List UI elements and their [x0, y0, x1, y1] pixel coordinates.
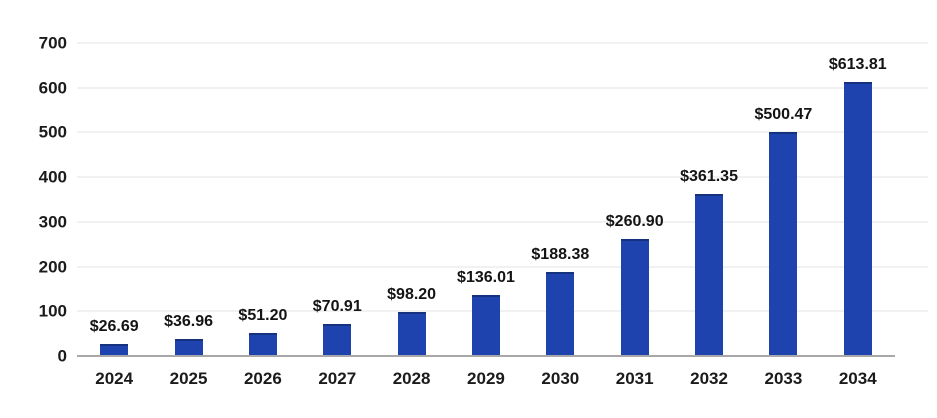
- bar-column: $36.96 2025: [151, 43, 225, 387]
- y-tick-label: 200: [38, 257, 67, 277]
- value-label: $51.20: [238, 307, 288, 325]
- bar-column: $51.20 2026: [226, 43, 300, 387]
- gridline: [77, 131, 928, 134]
- value-label: $361.35: [680, 168, 738, 186]
- value-label: $70.91: [312, 298, 362, 316]
- bar-column: $136.01 2029: [449, 43, 523, 387]
- year-label: 2028: [392, 369, 431, 388]
- bar-column: $188.38 2030: [523, 43, 597, 387]
- year-label: 2031: [615, 369, 654, 388]
- year-label: 2032: [690, 369, 728, 388]
- gridline: [77, 265, 928, 268]
- year-label: 2029: [467, 369, 505, 388]
- year-label: 2033: [764, 369, 803, 388]
- bar-column: $70.91 2027: [300, 43, 374, 387]
- y-tick-label: 0: [57, 346, 67, 366]
- bar: [695, 194, 724, 356]
- bar: [100, 344, 129, 356]
- gridline: [77, 220, 928, 223]
- bar: [620, 239, 649, 356]
- y-tick-label: 500: [38, 122, 67, 142]
- year-label: 2026: [243, 369, 282, 388]
- gridline: [77, 42, 928, 44]
- bar: [323, 324, 352, 356]
- bar: [397, 312, 426, 356]
- bar: [248, 333, 277, 356]
- bar-column: $260.90 2031: [598, 43, 672, 387]
- year-label: 2024: [95, 369, 134, 388]
- gridline: [77, 176, 928, 179]
- bar: [546, 271, 575, 356]
- year-label: 2027: [318, 369, 357, 388]
- bar-column: $500.47 2033: [746, 43, 820, 387]
- value-label: $136.01: [457, 269, 515, 287]
- value-label: $188.38: [531, 245, 590, 263]
- bar-column: $361.35 2032: [672, 43, 746, 387]
- year-label: 2030: [541, 369, 580, 388]
- y-tick-label: 600: [38, 78, 67, 98]
- value-label: $26.69: [89, 318, 139, 336]
- year-label: 2034: [838, 369, 877, 388]
- value-label: $98.20: [387, 286, 437, 304]
- bar: [769, 132, 798, 356]
- value-label: $260.90: [605, 213, 664, 231]
- gridline: [77, 310, 928, 313]
- bar: [471, 295, 500, 356]
- gridline: [77, 86, 928, 89]
- bar-column: $613.81 2034: [821, 43, 895, 387]
- bars-area: $26.69 2024 $36.96 2025 $51.20 2026 $70.91 2027…: [77, 43, 895, 387]
- y-tick-label: 100: [38, 301, 67, 321]
- y-tick-label: 400: [38, 167, 67, 187]
- bar: [174, 339, 203, 356]
- value-label: $613.81: [828, 55, 887, 73]
- y-tick-label: 700: [38, 33, 67, 53]
- x-axis-line: [77, 355, 895, 357]
- bar: [843, 81, 872, 356]
- year-label: 2025: [169, 369, 208, 388]
- value-label: $36.96: [164, 313, 213, 331]
- value-label: $500.47: [754, 106, 813, 124]
- bar-column: $26.69 2024: [77, 43, 151, 387]
- plot-area: 0 100 200 300 400 500 600 700 $26.69 2024 $36.96 2…: [39, 35, 928, 387]
- bar-column: $98.20 2028: [374, 43, 448, 387]
- y-tick-label: 300: [38, 212, 67, 232]
